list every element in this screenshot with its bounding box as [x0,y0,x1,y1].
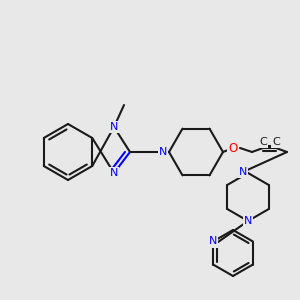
Text: N: N [239,167,247,177]
Text: O: O [228,142,238,154]
Text: N: N [110,122,118,132]
Text: C: C [272,137,280,147]
Text: N: N [244,216,252,226]
Text: N: N [110,168,118,178]
Text: N: N [159,147,167,157]
Text: N: N [209,236,217,247]
Text: C: C [259,137,267,147]
